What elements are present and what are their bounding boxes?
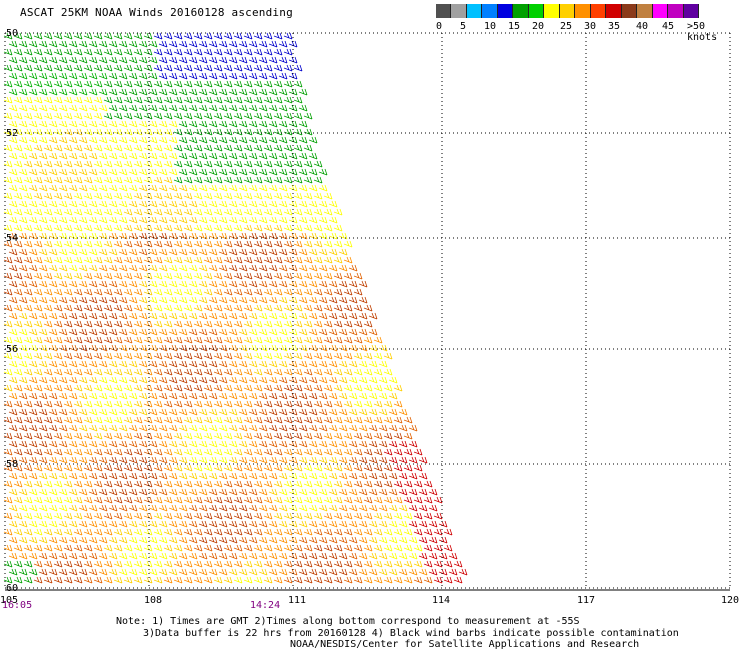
lat-label-56: 56	[6, 344, 18, 355]
legend-swatch	[684, 4, 699, 18]
wind-barbs	[3, 32, 468, 584]
note-line-3: NOAA/NESDIS/Center for Satellite Applica…	[290, 639, 640, 650]
note-line-1: Note: 1) Times are GMT 2)Times along bot…	[116, 616, 580, 627]
lon-label-114: 114	[432, 595, 450, 606]
wind-barb-group	[153, 32, 303, 80]
wind-barb-group	[3, 72, 108, 96]
legend-label-30: 30	[584, 21, 597, 32]
legend-swatch	[467, 4, 482, 18]
lat-label-60: 60	[6, 583, 18, 594]
legend-swatch	[482, 4, 498, 18]
legend-label-35: 35	[608, 21, 621, 32]
legend-swatch	[591, 4, 606, 18]
wind-barb-group	[3, 32, 328, 584]
lat-label-54: 54	[6, 233, 18, 244]
lon-label-111: 111	[288, 595, 306, 606]
legend-label-15: 15	[508, 21, 521, 32]
legend-swatch	[529, 4, 544, 18]
legend-label-25: 25	[560, 21, 573, 32]
wind-barb-group	[3, 232, 428, 584]
time-label-middle: 14:24	[250, 600, 281, 611]
legend-swatch	[436, 4, 451, 18]
lat-label-50: 50	[6, 28, 18, 39]
legend-label-40: 40	[636, 21, 649, 32]
legend-swatch	[560, 4, 575, 18]
latitude-labels: 50 52 54 56 58 60	[6, 28, 18, 594]
lat-lon-grid	[4, 32, 731, 591]
legend-swatch	[637, 4, 653, 18]
note-line-2: 3)Data buffer is 22 hrs from 20160128 4)…	[143, 628, 679, 639]
legend-swatch	[668, 4, 684, 18]
legend-swatch	[544, 4, 560, 18]
lat-label-52: 52	[6, 128, 18, 139]
lon-label-120: 120	[721, 595, 739, 606]
time-label-left: 16:05	[2, 600, 33, 611]
legend-swatch	[653, 4, 668, 18]
lon-label-108: 108	[144, 595, 162, 606]
wind-barb-group	[3, 232, 403, 584]
legend-label-max: >50 knots	[687, 21, 718, 43]
wind-barb-group	[3, 96, 423, 584]
lat-label-58: 58	[6, 459, 18, 470]
legend-swatch	[575, 4, 591, 18]
legend-label-5: 5	[460, 21, 467, 32]
legend-swatch	[451, 4, 467, 18]
legend-swatch	[606, 4, 622, 18]
legend-label-10: 10	[484, 21, 497, 32]
wind-speed-legend	[436, 4, 699, 18]
legend-label-45: 45	[662, 21, 675, 32]
longitude-labels: 105 108 111 114 117 120	[0, 595, 739, 606]
legend-swatch	[513, 4, 529, 18]
lon-label-105: 105	[0, 595, 18, 606]
lon-label-117: 117	[577, 595, 595, 606]
wind-barb-group	[3, 128, 423, 584]
map-title: ASCAT 25KM NOAA Winds 20160128 ascending	[20, 6, 293, 19]
legend-swatch	[622, 4, 637, 18]
legend-swatch	[498, 4, 513, 18]
legend-label-0: 0	[436, 21, 443, 32]
legend-label-20: 20	[532, 21, 545, 32]
legend-labels: 0 5 10 15 20 25 30 35 40 45 >50 knots	[430, 21, 740, 43]
wind-barb-group	[383, 440, 468, 584]
